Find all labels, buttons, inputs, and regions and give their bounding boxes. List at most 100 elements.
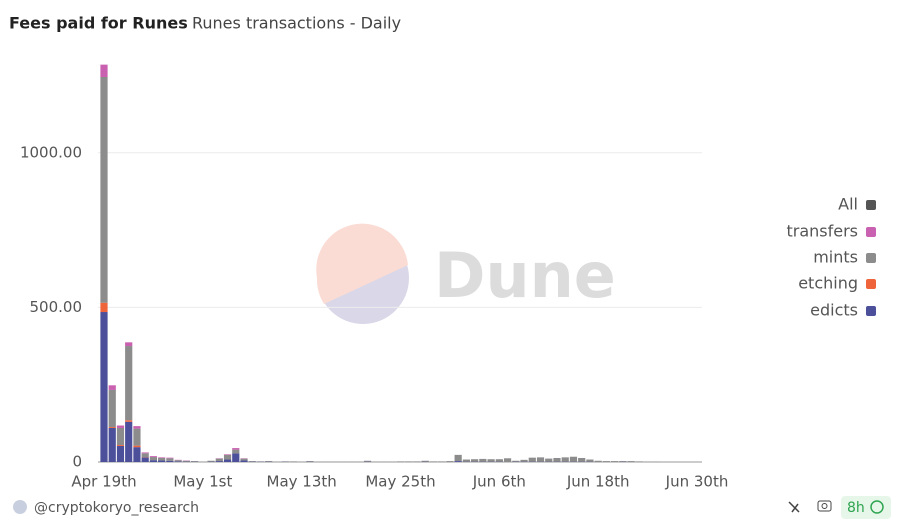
bar-segment [100, 302, 108, 313]
bar-segment [174, 460, 182, 462]
x-tick-label: Apr 19th [71, 473, 136, 491]
y-tick-label: 500.00 [30, 298, 83, 316]
bar-segment [306, 461, 314, 462]
bar-segment [462, 459, 470, 462]
legend-swatch [866, 306, 876, 316]
legend-label: All [838, 195, 858, 214]
bar-segment [149, 460, 158, 462]
x-tick-label: Jun 18th [566, 473, 630, 491]
bar-segment [454, 454, 462, 462]
bar-segment [421, 460, 429, 462]
bar-segment [520, 459, 528, 462]
y-tick-label: 0 [72, 453, 82, 471]
bar-segment [149, 457, 158, 461]
bar-segment [396, 461, 405, 462]
bar-segment [215, 458, 223, 462]
bar-segment [363, 460, 372, 462]
legend-label: mints [813, 248, 858, 267]
bar-segment [133, 447, 141, 462]
bar-segment [265, 461, 273, 462]
bar-segment [125, 346, 133, 421]
bar-segment [100, 77, 108, 303]
toolbar[interactable] [788, 496, 891, 519]
share-icon[interactable] [788, 501, 800, 513]
x-tick-label: May 1st [173, 473, 232, 491]
bar-segment [133, 445, 141, 448]
bar-segment [635, 461, 643, 462]
bar-segment [108, 385, 116, 390]
bar-segment [536, 457, 545, 462]
bar-segment [429, 461, 438, 462]
y-tick-label: 1000.00 [20, 143, 82, 161]
bar-segment [569, 456, 578, 462]
bar-segment [602, 461, 611, 462]
chart-subtitle: Runes transactions - Daily [192, 14, 401, 33]
bar-segment [100, 312, 108, 462]
bar-segment [545, 458, 553, 462]
bar-segment [158, 457, 166, 461]
bar-segment [471, 459, 479, 462]
legend-swatch [866, 253, 876, 263]
bar-segment [528, 457, 536, 462]
bar-segment [413, 461, 421, 462]
bar-segment [182, 460, 190, 462]
bar-segment [232, 448, 240, 450]
bar-segment [100, 64, 108, 78]
author: @cryptokoryo_research [34, 500, 199, 516]
camera-icon[interactable] [817, 500, 832, 512]
bar-segment [232, 449, 240, 454]
bar-segment [116, 445, 125, 462]
check-icon [870, 500, 884, 514]
legend-swatch [866, 200, 876, 210]
bar-segment [141, 457, 149, 462]
chart-title: Fees paid for Runes [9, 14, 188, 33]
x-tick-label: May 25th [365, 473, 435, 491]
bar-segment [438, 461, 446, 462]
bar-segment [240, 458, 248, 461]
watermark: Dune [434, 239, 616, 312]
bar-segment [627, 461, 635, 462]
bar-segment [116, 444, 125, 446]
x-tick-label: May 13th [267, 473, 337, 491]
bar-segment [158, 460, 166, 462]
bar-segment [141, 452, 149, 454]
bar-segment [454, 461, 462, 462]
bar-segment [479, 458, 487, 462]
bar-segment [223, 459, 232, 462]
bar-segment [223, 454, 232, 455]
bar-segment [207, 460, 215, 462]
bar-segment [166, 460, 174, 462]
bar-segment [594, 460, 602, 462]
x-tick-label: Jun 6th [472, 473, 526, 491]
bar-segment [223, 454, 232, 460]
bar-segment [487, 459, 495, 462]
bar-segment [125, 342, 133, 347]
bar-segment [561, 457, 569, 462]
bar-segment [446, 461, 454, 462]
legend-label: etching [798, 274, 858, 293]
bar-segment [232, 453, 240, 462]
camera-lens [821, 503, 828, 509]
bar-segment [133, 428, 141, 446]
x-tick-label: Jun 30th [665, 473, 729, 491]
bar-segment [116, 427, 125, 445]
bar-segment [125, 420, 133, 422]
bar-segment [611, 461, 619, 462]
bar-segment [240, 460, 248, 462]
bar-segment [149, 456, 158, 458]
bar-segment [512, 460, 520, 462]
bar-segment [108, 427, 116, 428]
bar-segment [166, 457, 174, 459]
bar-segment [190, 461, 199, 462]
bar-segment [503, 458, 512, 462]
bar-segment [495, 459, 503, 462]
bar-segment [405, 461, 413, 462]
bar-segment [619, 461, 627, 462]
watermark-logo [316, 223, 409, 324]
bar-segment [108, 427, 116, 462]
bar-segment [289, 461, 298, 462]
bar-segment [141, 453, 149, 458]
bar-segment [158, 457, 166, 458]
